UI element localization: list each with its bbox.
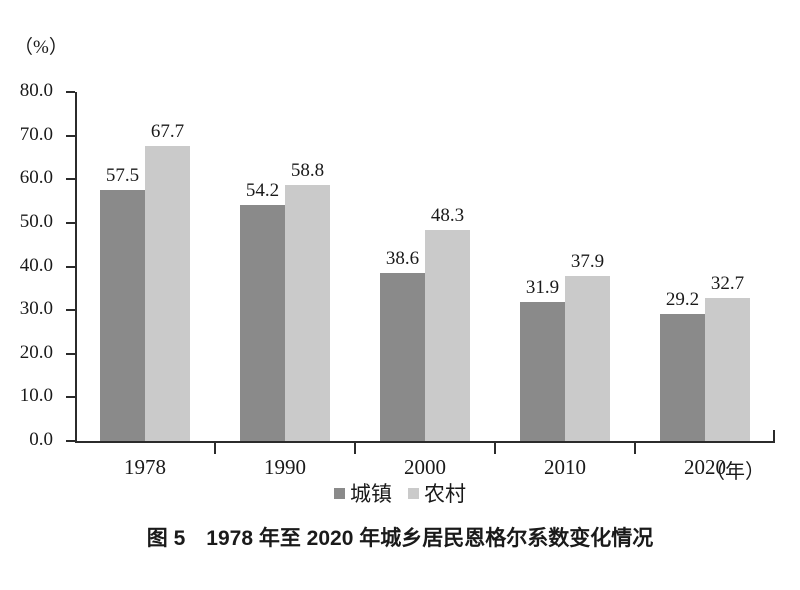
legend-item-rural[interactable]: 农村 [408,478,466,508]
bar-group: 57.5 67.7 [100,92,190,441]
x-axis-tick [494,443,496,454]
y-axis-tick: 0.0 [29,429,75,450]
bar-value-label: 38.6 [385,247,420,269]
y-axis-tick-label: 40.0 [19,254,53,276]
bar-value-label: 54.2 [245,179,280,201]
y-axis-tick: 40.0 [20,255,75,276]
x-axis-line [75,441,775,443]
y-axis-tick-label: 70.0 [19,123,53,145]
figure-caption: 图 5 1978 年至 2020 年城乡居民恩格尔系数变化情况 [146,527,654,550]
bar-value-label: 37.9 [570,250,605,272]
plot-area: 80.0 70.0 60.0 50.0 40.0 30.0 20.0 10.0 0.0 57.5… [20,80,775,454]
x-axis-category-label: 2000 [404,455,446,479]
legend-label: 城镇 [350,483,392,506]
legend-swatch-icon [334,487,345,499]
legend: 城镇 农村 [0,478,800,508]
x-axis-category-label: 2010 [544,455,586,479]
x-axis-tick [354,443,356,454]
y-axis-tick: 20.0 [20,342,75,363]
bar-group: 29.2 32.7 [660,92,750,441]
y-axis-tick-label: 50.0 [19,210,53,232]
bar-value-label: 58.8 [290,159,325,181]
bar-value-label: 48.3 [430,205,465,227]
bar-urban[interactable]: 38.6 [380,248,425,441]
y-axis-tick: 30.0 [20,298,75,319]
x-axis-unit-label: （年） [705,461,765,483]
y-axis-tick-label: 10.0 [19,385,53,407]
y-axis-tick: 50.0 [20,211,75,232]
bar-urban[interactable]: 54.2 [240,180,285,441]
bar-rural[interactable]: 67.7 [145,121,190,441]
y-axis-unit-label: （%） [14,37,68,58]
bar-group: 38.6 48.3 [380,92,470,441]
y-axis-tick-label: 80.0 [19,80,53,101]
legend-item-urban[interactable]: 城镇 [334,478,392,508]
bar-rural[interactable]: 48.3 [425,205,470,441]
y-axis-tick: 70.0 [20,124,75,145]
x-axis-tick [214,443,216,454]
bar-value-label: 29.2 [665,288,700,310]
y-axis-tick-label: 20.0 [19,341,53,363]
bar-urban[interactable]: 57.5 [100,165,145,441]
bar-urban[interactable]: 31.9 [520,277,565,441]
y-axis-tick: 60.0 [20,167,75,188]
x-axis-category-label: 1978 [124,455,166,479]
bar-value-label: 32.7 [710,273,745,295]
y-axis-tick-label: 60.0 [19,167,53,189]
y-axis-tick-label: 0.0 [29,429,53,450]
bar-value-label: 67.7 [150,120,185,142]
bar-value-label: 31.9 [525,276,560,298]
bar-group: 54.2 58.8 [240,92,330,441]
y-axis-line [75,92,77,441]
x-axis-category-label: 1990 [264,455,306,479]
legend-swatch-icon [408,487,419,499]
legend-label: 农村 [424,483,466,506]
y-axis-tick-label: 30.0 [19,298,53,320]
x-axis-category-label: 2020 [684,455,726,479]
bar-value-label: 57.5 [105,165,140,187]
y-axis-tick: 80.0 [20,80,75,101]
bar-group: 31.9 37.9 [520,92,610,441]
bar-rural[interactable]: 58.8 [285,160,330,441]
x-axis-end-cap [773,430,775,442]
bar-rural[interactable]: 37.9 [565,251,610,441]
y-axis-tick: 10.0 [20,385,75,406]
bar-urban[interactable]: 29.2 [660,289,705,441]
x-axis-tick [634,443,636,454]
bar-rural[interactable]: 32.7 [705,273,750,441]
